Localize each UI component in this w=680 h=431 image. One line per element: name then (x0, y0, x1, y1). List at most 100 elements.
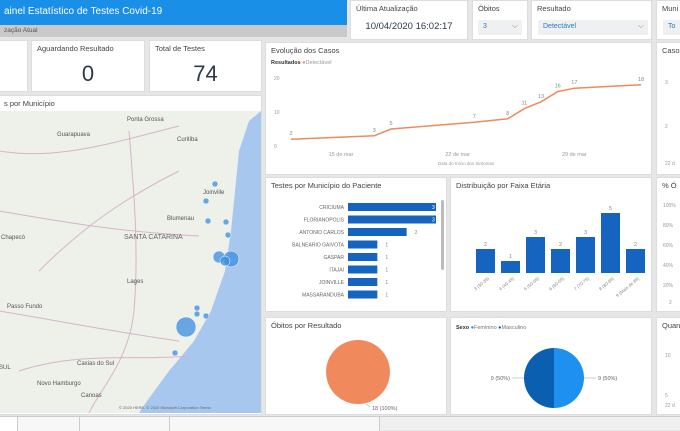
data-label: 3 (432, 218, 435, 224)
map-bubble[interactable] (193, 304, 201, 312)
bar-category-label: GASPAR (324, 255, 345, 261)
data-label: 1 (509, 254, 512, 260)
map-label: SUL (0, 365, 11, 371)
pie-slice-masculino[interactable] (524, 348, 554, 408)
data-label: 2 (484, 242, 487, 248)
bar (576, 237, 595, 273)
map-card: s por Município Ponta Grossa Guarapuava Cu… (0, 95, 262, 415)
filter-resultado: Resultado Detectável ⌵ (531, 0, 652, 40)
page-tab[interactable] (18, 417, 80, 431)
obitos-dropdown[interactable]: 3 ⌵ (478, 20, 522, 35)
map-bubble[interactable] (222, 218, 230, 226)
x-tick-label: 4 (40-49) (498, 276, 516, 292)
legend: Sexo ●Feminino ●Masculino (456, 325, 526, 331)
page-tab[interactable] (80, 417, 170, 431)
map-bubble[interactable] (171, 349, 179, 357)
map-bubble[interactable] (202, 197, 210, 205)
chevron-down-icon: ⌵ (637, 21, 644, 30)
legend-item[interactable]: Detectável (305, 60, 332, 66)
hbar-chart: CRICIUMA 3 FLORIANOPOLIS 3 ANTONIO CARLOS 2 BA… (292, 203, 436, 299)
last-update-label: Última Atualização (356, 4, 418, 13)
legend-item[interactable]: Feminino (474, 325, 497, 331)
chart-title: Distribuição por Faixa Etária (456, 181, 551, 190)
resultado-dropdown[interactable]: Detectável ⌵ (538, 20, 648, 35)
map-label: Canoas (81, 393, 102, 399)
legend-marker-icon: ● (470, 325, 475, 331)
age-bar-card: Distribuição por Faixa Etária 2 3 (30-39)… (450, 177, 652, 312)
municipio-dropdown[interactable]: To (663, 20, 680, 35)
map-label: Guarapuava (57, 132, 91, 138)
map-bubble[interactable] (204, 217, 212, 225)
bar (551, 249, 570, 273)
data-label: 16 (555, 84, 561, 90)
y-tick-label: 20 (274, 76, 280, 82)
tick: 100% (663, 203, 676, 209)
map-label: Lages (127, 279, 143, 285)
map-label: Joinville (203, 190, 225, 196)
pie-slice[interactable] (326, 340, 390, 404)
bar (501, 261, 520, 273)
pie-label: 9 (50%) (598, 376, 617, 382)
tick: 2 (669, 300, 672, 306)
map-bubble[interactable] (193, 310, 201, 318)
bar (348, 240, 378, 249)
bar-category-label: FLORIANOPOLIS (304, 218, 345, 224)
page-tab[interactable] (0, 417, 18, 431)
tick: 80% (663, 223, 674, 229)
legend-title: Resultados (271, 60, 301, 66)
bar (348, 278, 378, 286)
pie-label: 9 (50%) (491, 376, 510, 382)
bar (601, 213, 620, 273)
legend-marker-icon: ● (302, 60, 306, 66)
axis-ticks: 100% 80% 60% 40% 20% (663, 196, 676, 296)
page-tab[interactable] (170, 417, 380, 431)
obitos-pie: 18 (100%) (326, 340, 398, 412)
map-bubble[interactable] (211, 180, 219, 188)
kpi-value: 0 (81, 61, 95, 86)
tick: 22 d (665, 161, 675, 167)
data-label: 2 (415, 230, 418, 236)
casos-card: Casos 32 22 d (656, 42, 680, 175)
map-bubble[interactable] (175, 316, 197, 338)
x-tick-label: 8 (80-89) (598, 276, 616, 292)
filter-municipio: Muni To (656, 0, 680, 40)
map-bubble[interactable] (219, 255, 231, 267)
map-ocean (139, 111, 261, 413)
bar (526, 237, 545, 273)
chevron-down-icon: ⌵ (511, 21, 518, 30)
tick: 5 (665, 393, 668, 399)
scrollbar[interactable] (441, 200, 444, 270)
filter-obitos: Óbitos 3 ⌵ (472, 0, 528, 40)
dropdown-value: Detectável (543, 23, 577, 30)
axis-ticks: 10 5 (665, 336, 671, 416)
map-label: Blumenau (167, 216, 194, 222)
legend-marker-icon: ● (498, 325, 502, 331)
dropdown-value: 3 (483, 23, 487, 30)
map-label: Novo Hamburgo (37, 381, 81, 387)
bar (348, 253, 378, 261)
y-tick-label: 10 (274, 110, 280, 116)
map[interactable]: Ponta Grossa Guarapuava Curitiba Joinville B… (0, 111, 261, 413)
x-tick-label: 3 (30-39) (473, 276, 491, 292)
pie-label: 18 (100%) (372, 406, 398, 412)
kpi-card-partial (0, 40, 28, 92)
map-label: Ponta Grossa (127, 117, 164, 123)
x-tick-label: 5 (50-59) (523, 276, 541, 292)
data-label: 2 (559, 242, 562, 248)
map-title: s por Município (4, 99, 55, 108)
legend-item[interactable]: Masculino (501, 325, 527, 331)
x-tick-label: 15 de mar (329, 152, 354, 158)
map-label: SANTA CATARINA (124, 234, 183, 241)
data-label: 1 (385, 293, 388, 299)
pie-slice-feminino[interactable] (554, 348, 584, 408)
x-tick-label: 6 (60-69) (548, 276, 566, 292)
kpi-total-testes: Total de Testes 74 (149, 40, 262, 92)
legend: Resultados ●Detectável (271, 60, 332, 66)
x-tick-label: 22 de mar (445, 152, 470, 158)
tick: 10 (665, 353, 671, 359)
chart-title: Óbitos por Resultado (271, 321, 342, 330)
sexo-pie: 9 (50%) 9 (50%) (491, 348, 617, 408)
map-bubble[interactable] (202, 312, 210, 320)
dropdown-value: To (668, 23, 676, 30)
map-bubble[interactable] (224, 231, 232, 239)
